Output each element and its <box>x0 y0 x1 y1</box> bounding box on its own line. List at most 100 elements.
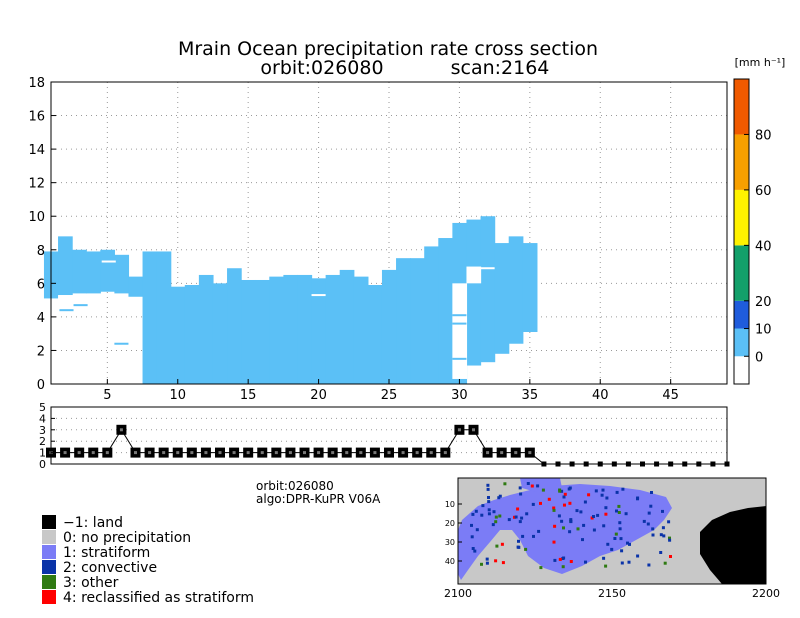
map-cell <box>537 529 541 533</box>
precip-streak <box>59 309 74 312</box>
map-cell <box>594 489 598 493</box>
strip-y-tick-label: 1 <box>39 447 46 460</box>
map-cell <box>481 504 485 508</box>
map-cell <box>561 565 565 569</box>
map-cell <box>532 534 535 538</box>
map-cell <box>668 536 671 540</box>
map-cell <box>651 533 655 537</box>
colorbar-segment <box>734 79 749 135</box>
precip-column <box>410 258 425 384</box>
map-cell <box>486 483 490 487</box>
map-cell <box>604 506 608 510</box>
rain-type-marker-dot <box>134 451 137 455</box>
map-cell <box>615 490 619 494</box>
map-cell <box>486 487 490 491</box>
map-cell <box>525 512 529 516</box>
map-cell <box>620 549 624 553</box>
cross-section-plot: 5 10 15 20 25 30 35 40 45 0 2 4 6 8 10 12 14 16 18 <box>28 76 728 403</box>
map-cell <box>569 518 573 522</box>
precip-column <box>128 276 144 297</box>
map-cell <box>617 511 621 514</box>
map-cell <box>667 520 671 524</box>
map-cell <box>569 520 573 524</box>
precip-streak <box>452 322 467 325</box>
rain-type-marker-dot <box>91 451 95 455</box>
precip-column <box>494 243 510 354</box>
map-cell <box>494 515 498 519</box>
map-cell <box>494 559 498 563</box>
precip-column <box>466 219 482 366</box>
x-tick-label: 20 <box>310 388 327 403</box>
y-tick-label: 16 <box>28 110 45 125</box>
map-cell <box>536 484 540 488</box>
map-cell <box>560 519 564 523</box>
map-cell <box>552 508 556 512</box>
map-stratiform-region <box>458 484 672 580</box>
map-cell <box>563 503 566 507</box>
map-y-tick-label: 30 <box>445 538 455 547</box>
y-tick-label: 12 <box>28 177 45 192</box>
precip-area <box>43 216 538 384</box>
rain-type-marker-dot <box>359 451 363 455</box>
precip-column <box>255 279 270 384</box>
map-cell <box>539 566 543 570</box>
map-frame <box>457 477 767 585</box>
map-cell <box>576 527 580 531</box>
map-cell <box>584 560 587 564</box>
colorbar-tick-label: 10 <box>755 323 772 338</box>
precip-column <box>241 279 256 384</box>
rain-type-marker-dot <box>345 451 349 455</box>
legend-label: 2: convective <box>63 560 157 576</box>
precip-column <box>311 278 327 384</box>
map-cell <box>596 513 600 517</box>
rain-type-marker-dot <box>457 428 461 432</box>
rain-type-marker-dot <box>274 451 278 455</box>
map-cell <box>604 512 608 516</box>
x-tick-label: 15 <box>240 388 257 403</box>
map-cell <box>579 510 583 514</box>
rain-type-marker-dot <box>260 451 264 455</box>
map-cell <box>647 563 651 567</box>
map-cell <box>662 534 666 538</box>
strip-y-tick-label: 5 <box>39 401 46 414</box>
map-cell <box>569 560 573 563</box>
rain-type-marker-dot <box>331 451 335 455</box>
chart-title: Mrain Ocean precipitation rate cross sec… <box>178 38 598 60</box>
rain-type-marker-dot <box>288 451 292 455</box>
rain-type-marker-dot <box>528 451 532 455</box>
map-cell <box>647 511 651 515</box>
rain-type-marker-dot <box>401 451 405 455</box>
rain-type-marker-dot <box>373 451 377 455</box>
precip-column <box>367 285 383 384</box>
map-cell <box>614 532 618 536</box>
precip-streak <box>480 267 495 270</box>
rain-type-marker-dot <box>232 451 236 455</box>
map-cell <box>552 540 556 544</box>
map-land <box>700 506 766 584</box>
map-cell <box>606 542 610 546</box>
precip-column <box>353 276 369 384</box>
map-y-tick-label: 40 <box>445 557 455 566</box>
legend-label: 4: reclassified as stratiform <box>63 590 254 606</box>
rain-type-marker-dot <box>486 451 490 455</box>
map-cell <box>521 534 525 538</box>
map-cell <box>513 515 516 519</box>
rain-type-marker-dot <box>303 451 306 455</box>
strip-y-tick-label: 4 <box>39 412 46 425</box>
map-cell <box>526 482 530 485</box>
chart-subtitle-scan: scan:2164 <box>451 57 550 79</box>
map-cell <box>487 508 491 512</box>
precip-column <box>325 274 341 384</box>
map-cell <box>494 520 498 524</box>
map-cell <box>487 500 491 504</box>
map-cell <box>541 488 545 492</box>
map-cell <box>592 515 595 518</box>
map-cell <box>500 542 504 546</box>
legend-swatch <box>42 545 56 559</box>
map-x-tick-label: 2150 <box>598 587 626 600</box>
info-algo: algo:DPR-KuPR V06A <box>256 492 381 506</box>
colorbar-tick-label: 40 <box>755 239 772 254</box>
map-cell <box>613 537 617 540</box>
map-cell <box>617 504 621 508</box>
